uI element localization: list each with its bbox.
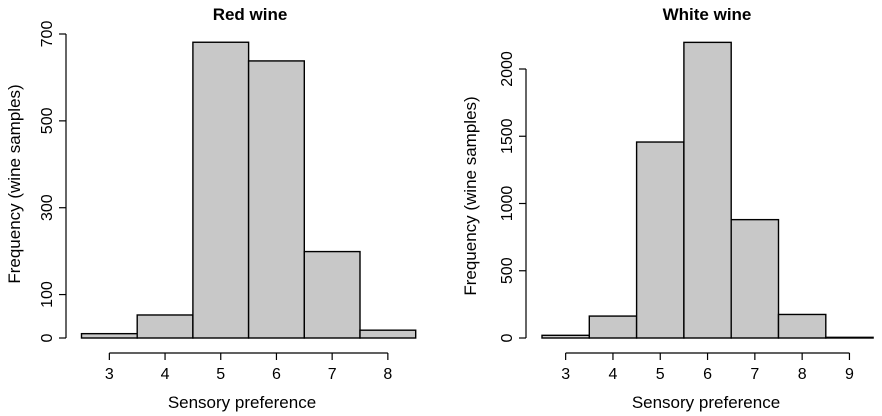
white-wine-y-tick-label: 500 xyxy=(499,257,516,284)
white-wine-bar-9 xyxy=(825,336,874,339)
red-wine-x-tick-label: 8 xyxy=(383,366,392,383)
white-wine-y-tick-label: 1500 xyxy=(499,118,516,154)
red-wine-bars xyxy=(80,41,417,339)
white-wine-y-tick-label: 1000 xyxy=(499,186,516,222)
white-wine-bar-5 xyxy=(635,141,685,339)
white-wine-x-tick-label: 4 xyxy=(608,366,617,383)
red-wine-y-tick-label: 300 xyxy=(39,194,56,221)
red-wine-panel: Red wine Sensory preference Frequency (w… xyxy=(5,5,417,412)
white-wine-y-axis-label: Frequency (wine samples) xyxy=(461,96,480,295)
white-wine-bar-6 xyxy=(683,41,732,339)
white-wine-panel: White wine Sensory preference Frequency … xyxy=(461,5,874,412)
red-wine-bar-8 xyxy=(359,329,417,339)
red-wine-bar-4 xyxy=(136,314,194,339)
red-wine-x-tick-label: 6 xyxy=(272,366,281,383)
white-wine-axes: 0 500 1000 1500 2000 3 4 5 6 7 8 9 xyxy=(499,51,854,383)
red-wine-bar-7 xyxy=(303,250,361,339)
white-wine-bars xyxy=(541,41,874,339)
red-wine-y-axis-label: Frequency (wine samples) xyxy=(5,84,24,283)
red-wine-bar-3 xyxy=(80,332,138,339)
white-wine-bar-7 xyxy=(730,218,780,339)
white-wine-bar-4 xyxy=(588,315,638,339)
white-wine-x-axis-label: Sensory preference xyxy=(632,393,780,412)
white-wine-bar-3 xyxy=(541,334,590,339)
white-wine-x-tick-label: 8 xyxy=(798,366,807,383)
red-wine-x-tick-label: 4 xyxy=(161,366,170,383)
red-wine-x-tick-label: 7 xyxy=(328,366,337,383)
white-wine-y-tick-label: 0 xyxy=(499,333,516,342)
red-wine-x-axis-label: Sensory preference xyxy=(168,393,316,412)
white-wine-x-tick-label: 3 xyxy=(561,366,570,383)
white-wine-bar-8 xyxy=(777,313,827,339)
white-wine-x-tick-label: 6 xyxy=(703,366,712,383)
red-wine-y-tick-label: 500 xyxy=(39,107,56,134)
red-wine-bar-5 xyxy=(192,41,250,339)
red-wine-axes: 0 100 300 500 700 3 4 5 6 7 8 xyxy=(39,21,392,383)
red-wine-x-tick-label: 3 xyxy=(105,366,114,383)
red-wine-chart-title: Red wine xyxy=(213,5,288,24)
red-wine-x-tick-label: 5 xyxy=(216,366,225,383)
white-wine-y-tick-label: 2000 xyxy=(499,51,516,87)
red-wine-y-tick-label: 0 xyxy=(39,333,56,342)
white-wine-chart-title: White wine xyxy=(663,5,752,24)
red-wine-bar-6 xyxy=(247,60,306,339)
white-wine-x-tick-label: 9 xyxy=(845,366,854,383)
white-wine-x-tick-label: 7 xyxy=(750,366,759,383)
white-wine-x-tick-label: 5 xyxy=(656,366,665,383)
red-wine-y-tick-label: 100 xyxy=(39,281,56,308)
red-wine-y-tick-label: 700 xyxy=(39,21,56,48)
